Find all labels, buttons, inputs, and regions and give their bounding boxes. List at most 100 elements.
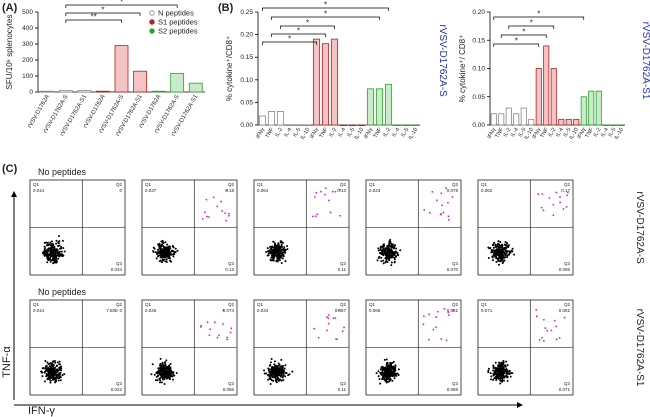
x-tick-label: IL-4: [391, 127, 401, 138]
positive-cell-dot: [553, 319, 556, 322]
cell-dot: [269, 376, 272, 379]
bar: [375, 88, 384, 126]
cell-dot: [278, 372, 281, 375]
bar: [321, 43, 330, 126]
cell-dot: [386, 245, 389, 248]
cell-dot: [159, 259, 162, 262]
x-tick-label: IFNγ: [363, 127, 374, 140]
quadrant-value: 0.069: [447, 387, 459, 392]
x-tick-label: TNF: [319, 126, 330, 139]
bar: [276, 111, 285, 126]
positive-cell-dot: [565, 205, 568, 208]
cell-dot: [278, 254, 281, 257]
quadrant-value: 0.057: [335, 308, 347, 313]
cell-dot: [163, 382, 166, 385]
positive-cell-dot: [548, 197, 551, 199]
positive-cell-dot: [324, 193, 326, 196]
cell-dot: [487, 256, 490, 259]
bar: [411, 124, 420, 127]
cell-dot: [379, 368, 382, 371]
cell-dot: [391, 256, 394, 259]
cell-dot: [498, 260, 501, 263]
bar: [603, 124, 610, 127]
cell-dot: [168, 374, 171, 377]
cell-dot: [395, 255, 398, 258]
cell-dot: [392, 365, 395, 368]
cell-dot: [49, 241, 52, 244]
positive-cell-dot: [422, 315, 425, 318]
cell-dot: [281, 364, 284, 367]
cell-dot: [273, 254, 276, 257]
cell-dot: [377, 375, 380, 378]
cell-dot: [60, 247, 63, 250]
cell-dot: [156, 251, 159, 254]
cell-dot: [169, 363, 172, 366]
cell-dot: [61, 239, 64, 242]
cell-dot: [164, 251, 167, 254]
cell-dot: [386, 250, 389, 253]
cell-dot: [61, 255, 64, 258]
cell-dot: [43, 370, 46, 373]
quadrant-name: Q3: [228, 261, 235, 266]
cell-dot: [499, 382, 502, 385]
significance-label: *: [324, 1, 327, 10]
x-tick-label: IFNγ: [309, 127, 320, 140]
cell-dot: [172, 371, 175, 374]
bar: [565, 118, 572, 126]
cell-dot: [506, 255, 509, 258]
quadrant-name: Q1: [145, 302, 152, 307]
cell-dot: [291, 370, 294, 373]
cell-dot: [509, 375, 512, 378]
bar: [58, 90, 73, 93]
cell-dot: [492, 243, 495, 246]
cell-dot: [388, 242, 391, 245]
cell-dot: [161, 252, 164, 255]
quadrant-value: 0.034: [111, 267, 123, 272]
cell-dot: [383, 251, 386, 254]
cell-dot: [497, 253, 500, 256]
positive-cell-dot: [203, 211, 206, 214]
positive-cell-dot: [226, 189, 229, 192]
cell-dot: [55, 364, 58, 367]
cell-dot: [504, 249, 507, 252]
quadrant-name: Q2: [116, 182, 123, 187]
cell-dot: [159, 372, 162, 375]
cell-dot: [48, 365, 51, 368]
cell-dot: [381, 377, 384, 380]
quadrant-name: Q1: [257, 302, 264, 307]
cell-dot: [55, 373, 58, 376]
x-tick-label: IL-10: [300, 127, 311, 141]
y-tick-label: 0.10: [240, 77, 253, 84]
cell-dot: [498, 361, 501, 364]
cell-dot: [497, 370, 500, 373]
positive-cell-dot: [431, 190, 434, 193]
positive-cell-dot: [566, 191, 569, 194]
cell-dot: [506, 363, 509, 366]
y-tick-label: 0.20: [240, 32, 253, 39]
row-label: rVSV-D1762A-S1: [634, 309, 645, 387]
positive-cell-dot: [208, 334, 211, 337]
cell-dot: [392, 247, 395, 250]
cell-dot: [378, 377, 381, 380]
cell-dot: [383, 244, 386, 247]
positive-cell-dot: [423, 208, 426, 211]
positive-cell-dot: [555, 191, 558, 194]
cell-dot: [377, 249, 380, 252]
cell-dot: [500, 379, 503, 382]
cell-dot: [495, 248, 498, 251]
significance-bracket: [508, 25, 555, 29]
cell-dot: [53, 257, 56, 260]
cell-dot: [394, 364, 397, 367]
quadrant-name: Q3: [564, 261, 571, 266]
cell-dot: [279, 368, 282, 371]
positive-cell-dot: [552, 204, 555, 206]
cell-dot: [278, 259, 281, 262]
cell-dot: [507, 372, 510, 375]
cell-dot: [277, 250, 280, 253]
cell-dot: [274, 375, 277, 378]
cell-dot: [491, 251, 494, 254]
cell-dot: [501, 374, 504, 377]
positive-cell-dot: [334, 317, 337, 319]
cell-dot: [376, 259, 379, 262]
cell-dot: [496, 376, 499, 379]
